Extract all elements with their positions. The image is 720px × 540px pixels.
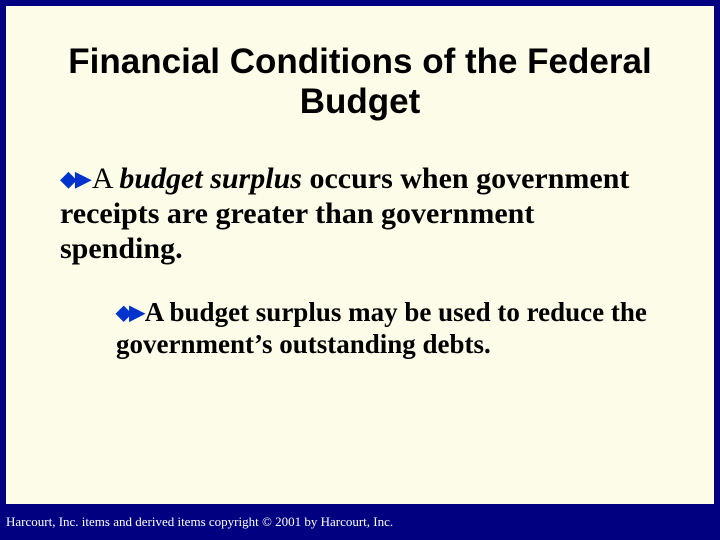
bullet-level-1: ◆▶A budget surplus occurs when governmen… (60, 161, 660, 267)
copyright-text: Harcourt, Inc. items and derived items c… (6, 514, 393, 530)
slide-panel: Financial Conditions of the Federal Budg… (6, 6, 714, 504)
bullet-arrow-icon: ◆▶ (116, 302, 143, 324)
bullet2-text: A budget surplus may be used to reduce t… (116, 297, 647, 359)
bullet-level-2: ◆▶A budget surplus may be used to reduce… (116, 297, 660, 361)
slide-outer: Financial Conditions of the Federal Budg… (0, 0, 720, 540)
bullet1-run1: A (92, 162, 120, 195)
slide-title: Financial Conditions of the Federal Budg… (60, 42, 660, 123)
bullet1-term: budget surplus (119, 162, 309, 195)
slide-footer: Harcourt, Inc. items and derived items c… (0, 504, 720, 540)
bullet-arrow-icon: ◆▶ (60, 166, 90, 191)
